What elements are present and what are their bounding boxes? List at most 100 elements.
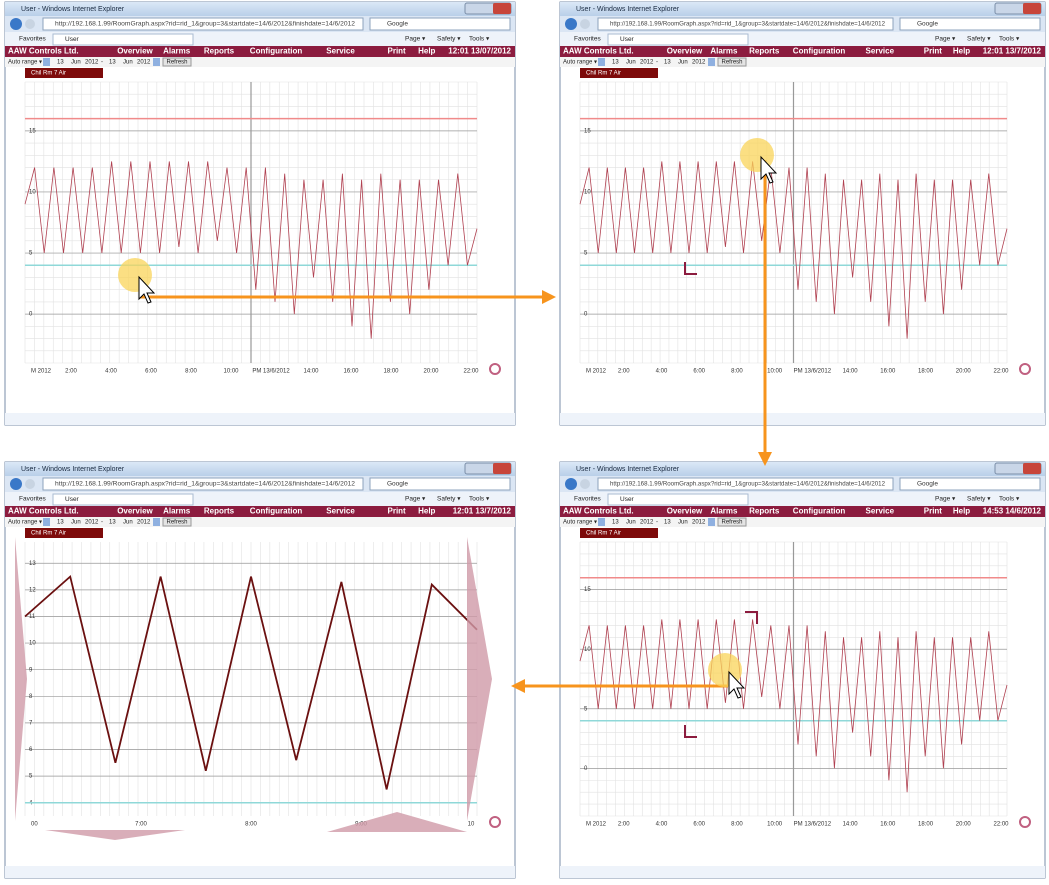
end-date[interactable]: 13 — [109, 60, 116, 66]
menu-item[interactable]: Print — [924, 507, 943, 516]
forward-button[interactable] — [580, 479, 590, 489]
x-tick-label: 7:00 — [135, 822, 147, 828]
back-button[interactable] — [565, 478, 577, 490]
toolbar-item[interactable]: Tools ▾ — [469, 36, 490, 43]
end-date[interactable]: 13 — [109, 520, 116, 526]
menu-item[interactable]: Configuration — [793, 507, 846, 516]
back-button[interactable] — [10, 18, 22, 30]
menu-item[interactable]: Reports — [749, 507, 780, 516]
tab-title: User — [620, 36, 635, 43]
toolbar-item[interactable]: Page ▾ — [935, 496, 956, 503]
close-button[interactable] — [493, 3, 511, 14]
screenshot: User - Windows Internet Explorerhttp://1… — [0, 0, 1049, 880]
toolbar-item[interactable]: Page ▾ — [935, 36, 956, 43]
forward-button[interactable] — [580, 19, 590, 29]
end-date[interactable]: 2012 — [137, 520, 151, 526]
prev-button[interactable] — [43, 518, 50, 526]
end-date[interactable]: Jun — [123, 520, 133, 526]
menu-item[interactable]: Print — [388, 507, 407, 516]
end-date[interactable]: Jun — [678, 520, 688, 526]
end-date[interactable]: 13 — [664, 60, 671, 66]
x-tick-label: M 2012 — [586, 822, 607, 828]
menu-item[interactable]: Help — [953, 507, 970, 516]
next-button[interactable] — [708, 58, 715, 66]
range-select[interactable]: Auto range ▾ — [8, 520, 42, 526]
start-date[interactable]: 2012 — [640, 520, 654, 526]
start-date[interactable]: 13 — [57, 520, 64, 526]
menu-item[interactable]: Alarms — [163, 507, 191, 516]
menu-item[interactable]: Overview — [667, 47, 703, 56]
next-button[interactable] — [708, 518, 715, 526]
next-button[interactable] — [153, 58, 160, 66]
menu-item[interactable]: Print — [388, 47, 407, 56]
start-date[interactable]: 2012 — [85, 60, 99, 66]
toolbar-item[interactable]: Tools ▾ — [999, 36, 1020, 43]
end-date[interactable]: 2012 — [137, 60, 151, 66]
range-select[interactable]: Auto range ▾ — [563, 60, 597, 66]
end-date[interactable]: 2012 — [692, 520, 706, 526]
menu-item[interactable]: Alarms — [710, 507, 738, 516]
menu-item[interactable]: Configuration — [793, 47, 846, 56]
tab-title: User — [65, 36, 80, 43]
start-date[interactable]: 2012 — [640, 60, 654, 66]
back-button[interactable] — [10, 478, 22, 490]
start-date[interactable]: 13 — [57, 60, 64, 66]
end-date[interactable]: 2012 — [692, 60, 706, 66]
menu-item[interactable]: Configuration — [250, 47, 303, 56]
toolbar-item[interactable]: Tools ▾ — [469, 496, 490, 503]
favorites[interactable]: Favorites — [19, 36, 46, 43]
x-tick-label: 16:00 — [880, 369, 896, 375]
back-button[interactable] — [565, 18, 577, 30]
toolbar-item[interactable]: Safety ▾ — [967, 496, 991, 503]
end-date[interactable]: 13 — [664, 520, 671, 526]
menu-item[interactable]: Reports — [204, 507, 235, 516]
toolbar-item[interactable]: Safety ▾ — [437, 496, 461, 503]
start-date[interactable]: Jun — [71, 60, 81, 66]
toolbar-item[interactable]: Tools ▾ — [999, 496, 1020, 503]
menu-item[interactable]: Service — [326, 507, 355, 516]
end-date[interactable]: Jun — [123, 60, 133, 66]
y-tick-label: 11 — [29, 614, 36, 620]
prev-button[interactable] — [598, 518, 605, 526]
prev-button[interactable] — [43, 58, 50, 66]
range-select[interactable]: Auto range ▾ — [563, 520, 597, 526]
toolbar-item[interactable]: Safety ▾ — [967, 36, 991, 43]
menu-item[interactable]: Reports — [749, 47, 780, 56]
menu-item[interactable]: Alarms — [163, 47, 191, 56]
menu-item[interactable]: Help — [418, 507, 435, 516]
menu-item[interactable]: Print — [924, 47, 943, 56]
menu-item[interactable]: Service — [866, 507, 895, 516]
end-date[interactable]: Jun — [678, 60, 688, 66]
close-button[interactable] — [1023, 463, 1041, 474]
favorites[interactable]: Favorites — [574, 496, 601, 503]
forward-button[interactable] — [25, 19, 35, 29]
toolbar-item[interactable]: Safety ▾ — [437, 36, 461, 43]
menu-item[interactable]: Overview — [667, 507, 703, 516]
start-date[interactable]: Jun — [626, 520, 636, 526]
menu-item[interactable]: Service — [866, 47, 895, 56]
menu-item[interactable]: Alarms — [710, 47, 738, 56]
menu-item[interactable]: Help — [953, 47, 970, 56]
next-button[interactable] — [153, 518, 160, 526]
close-button[interactable] — [1023, 3, 1041, 14]
toolbar-item[interactable]: Page ▾ — [405, 36, 426, 43]
prev-button[interactable] — [598, 58, 605, 66]
start-date[interactable]: 2012 — [85, 520, 99, 526]
start-date[interactable]: Jun — [626, 60, 636, 66]
start-date[interactable]: 13 — [612, 520, 619, 526]
menu-item[interactable]: Overview — [117, 47, 153, 56]
start-date[interactable]: Jun — [71, 520, 81, 526]
close-button[interactable] — [493, 463, 511, 474]
start-date[interactable]: 13 — [612, 60, 619, 66]
favorites[interactable]: Favorites — [19, 496, 46, 503]
menu-item[interactable]: Service — [326, 47, 355, 56]
menu-item[interactable]: Overview — [117, 507, 153, 516]
menu-item[interactable]: Help — [418, 47, 435, 56]
toolbar-item[interactable]: Page ▾ — [405, 496, 426, 503]
x-tick-label: 8:00 — [185, 369, 197, 375]
forward-button[interactable] — [25, 479, 35, 489]
favorites[interactable]: Favorites — [574, 36, 601, 43]
menu-item[interactable]: Configuration — [250, 507, 303, 516]
range-select[interactable]: Auto range ▾ — [8, 60, 42, 66]
menu-item[interactable]: Reports — [204, 47, 235, 56]
